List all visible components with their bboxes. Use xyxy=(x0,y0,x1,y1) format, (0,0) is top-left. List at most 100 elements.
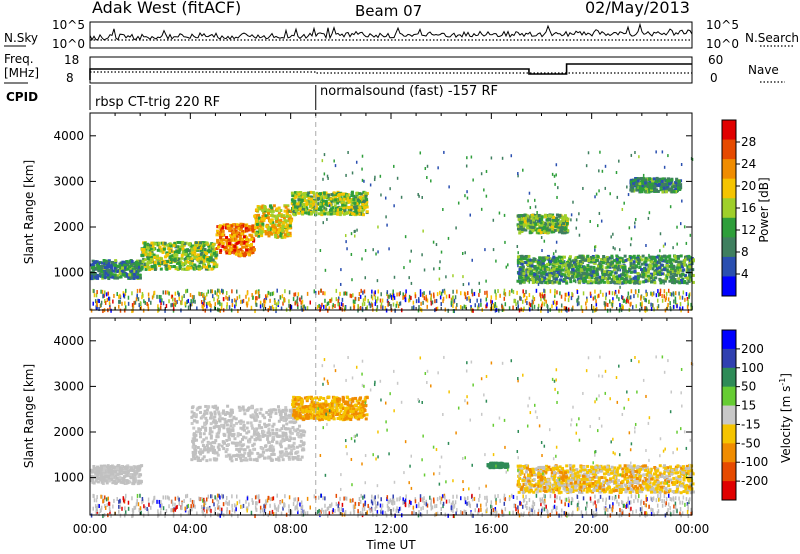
power-echo-cell xyxy=(561,261,565,265)
power-clutter-cell xyxy=(228,305,231,310)
power-echo-cell xyxy=(579,268,583,272)
power-echo-cell xyxy=(251,227,255,231)
power-echo-cell xyxy=(149,258,153,262)
power-clutter-cell xyxy=(203,297,205,302)
power-clutter-cell xyxy=(171,294,174,299)
power-clutter-cell xyxy=(161,298,163,303)
power-echo-cell xyxy=(306,193,310,197)
power-echo-cell xyxy=(547,279,551,283)
power-scatter-cell xyxy=(374,175,376,179)
power-echo-cell xyxy=(307,191,311,195)
power-echo-cell xyxy=(202,254,206,258)
power-echo-cell xyxy=(222,223,226,227)
power-scatter-cell xyxy=(498,211,501,215)
power-clutter-cell xyxy=(175,300,177,305)
power-clutter-cell xyxy=(389,293,392,298)
power-clutter-cell xyxy=(191,294,194,299)
power-echo-cell xyxy=(166,253,170,257)
power-echo-cell xyxy=(574,258,578,262)
power-clutter-cell xyxy=(635,304,638,309)
power-echo-cell xyxy=(623,273,627,277)
power-echo-cell xyxy=(639,176,643,180)
power-clutter-cell xyxy=(296,299,298,304)
power-echo-cell xyxy=(95,262,99,266)
power-clutter-cell xyxy=(231,303,234,308)
power-echo-cell xyxy=(186,266,190,270)
power-echo-cell xyxy=(524,278,528,282)
power-clutter-cell xyxy=(207,289,210,294)
power-clutter-cell xyxy=(250,305,253,310)
power-echo-cell xyxy=(558,265,562,269)
power-clutter-cell xyxy=(464,295,467,300)
power-clutter-cell xyxy=(141,295,143,300)
power-echo-cell xyxy=(275,228,279,232)
power-clutter-cell xyxy=(605,292,608,297)
power-scatter-cell xyxy=(480,172,483,176)
power-echo-cell xyxy=(671,274,675,278)
power-scatter-cell xyxy=(663,281,665,285)
power-clutter-cell xyxy=(226,296,229,301)
power-clutter-cell xyxy=(554,291,556,296)
power-echo-cell xyxy=(324,195,328,199)
power-clutter-cell xyxy=(436,306,439,311)
power-clutter-cell xyxy=(463,291,466,296)
power-echo-cell xyxy=(342,197,346,201)
power-echo-cell xyxy=(687,280,691,284)
power-clutter-cell xyxy=(614,289,617,294)
power-scatter-cell xyxy=(422,229,424,233)
power-echo-cell xyxy=(560,266,564,270)
power-echo-cell xyxy=(672,276,676,280)
power-clutter-cell xyxy=(425,297,428,302)
power-echo-cell xyxy=(519,257,523,261)
power-echo-cell xyxy=(285,210,289,214)
power-echo-cell xyxy=(657,182,661,186)
power-clutter-cell xyxy=(486,290,488,295)
power-scatter-cell xyxy=(648,253,650,257)
power-echo-cell xyxy=(157,241,161,245)
power-echo-cell xyxy=(285,223,289,227)
power-echo-cell xyxy=(590,281,594,285)
power-echo-cell xyxy=(655,176,659,180)
power-echo-cell xyxy=(289,219,293,223)
power-echo-cell xyxy=(152,253,156,257)
power-echo-cell xyxy=(286,208,290,212)
power-echo-cell xyxy=(523,218,527,222)
power-scatter-cell xyxy=(540,236,543,240)
velocity-echo-cell xyxy=(116,479,120,483)
power-echo-cell xyxy=(662,267,666,271)
power-echo-cell xyxy=(301,202,305,206)
power-scatter-cell xyxy=(364,276,367,280)
power-echo-cell xyxy=(279,218,283,222)
power-clutter-cell xyxy=(125,288,127,293)
power-clutter-cell xyxy=(661,293,663,298)
power-echo-cell xyxy=(517,271,521,275)
power-echo-cell xyxy=(524,223,528,227)
power-echo-cell xyxy=(218,251,222,255)
power-echo-cell xyxy=(522,223,526,227)
power-echo-cell xyxy=(629,262,633,266)
power-echo-cell xyxy=(166,243,170,247)
power-echo-cell xyxy=(629,270,633,274)
power-echo-cell xyxy=(536,262,540,266)
power-echo-cell xyxy=(355,206,359,210)
power-clutter-cell xyxy=(520,296,522,301)
date-title: 02/May/2013 xyxy=(585,0,690,17)
power-scatter-cell xyxy=(536,210,538,214)
power-echo-cell xyxy=(594,281,598,285)
power-clutter-cell xyxy=(614,291,616,296)
power-echo-cell xyxy=(215,233,219,237)
power-clutter-cell xyxy=(503,288,506,293)
power-echo-cell xyxy=(604,276,608,280)
power-clutter-cell xyxy=(485,297,488,302)
power-echo-cell xyxy=(341,203,345,207)
power-clutter-cell xyxy=(670,292,673,297)
power-clutter-cell xyxy=(318,303,320,308)
power-clutter-cell xyxy=(259,300,262,305)
velocity-echo-cell xyxy=(94,471,98,475)
power-clutter-cell xyxy=(339,291,341,296)
power-echo-cell xyxy=(530,225,534,229)
power-clutter-cell xyxy=(595,307,598,312)
power-clutter-cell xyxy=(190,299,192,304)
power-scatter-cell xyxy=(471,258,473,262)
power-clutter-cell xyxy=(90,308,93,313)
